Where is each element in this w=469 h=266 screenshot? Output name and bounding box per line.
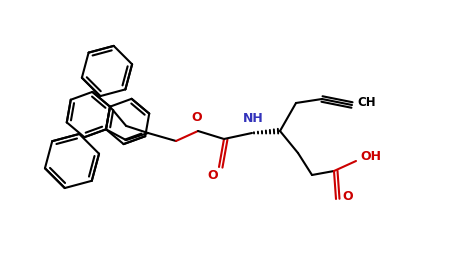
Text: O: O [192,111,202,124]
Text: O: O [208,169,218,182]
Text: OH: OH [360,149,381,163]
Text: CH: CH [357,97,376,110]
Text: NH: NH [242,112,264,125]
Text: O: O [342,190,353,203]
